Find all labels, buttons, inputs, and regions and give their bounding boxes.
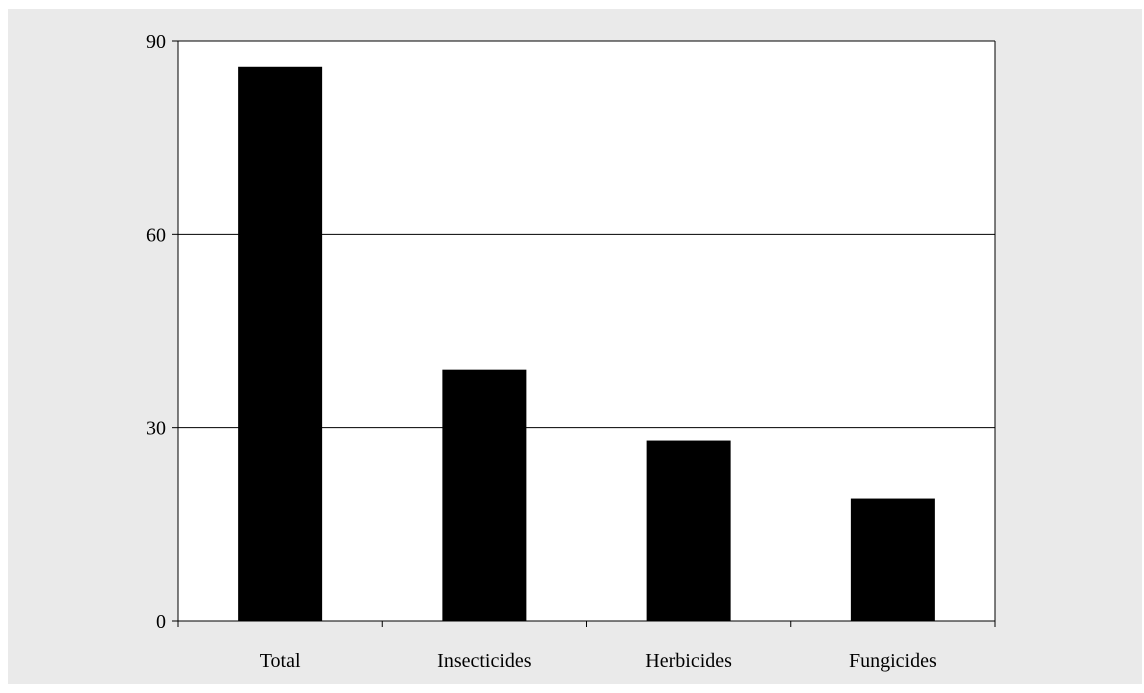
x-tick-label-insecticides: Insecticides [437,650,532,672]
bar-insecticides [442,369,527,621]
y-tick-label: 90 [146,31,166,53]
axes [172,40,996,627]
bar-chart: 0 30 60 90 Total Insecticides Herbicides Fungic… [146,31,996,672]
bar-fungicides [850,498,935,621]
y-tick-label: 0 [156,611,166,633]
x-tick-label-herbicides: Herbicides [645,650,732,672]
y-tick-label: 30 [146,418,166,440]
bar-total [238,66,323,622]
bar-herbicides [646,440,731,621]
tick-labels: 0 30 60 90 Total Insecticides Herbicides Fungic… [146,31,937,672]
chart-frame: 0 30 60 90 Total Insecticides Herbicides Fungic… [8,9,1142,684]
y-tick-label: 60 [146,224,166,246]
x-tick-label-fungicides: Fungicides [849,650,937,672]
x-tick-label-total: Total [260,650,301,672]
bars [238,66,935,622]
